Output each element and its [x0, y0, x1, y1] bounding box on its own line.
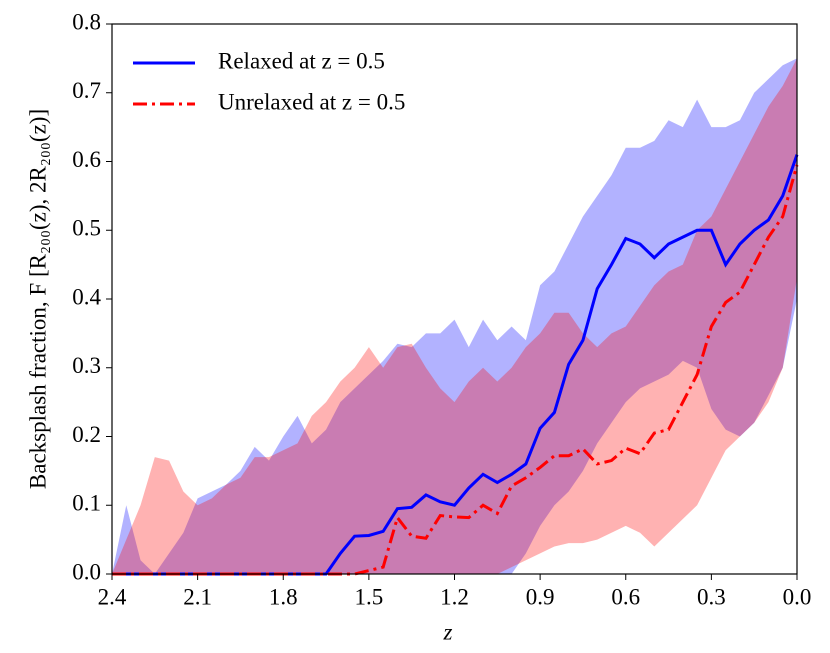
legend-label: Unrelaxed at z = 0.5: [218, 89, 405, 114]
x-tick-label: 0.6: [611, 584, 640, 609]
x-tick-label: 0.9: [526, 584, 555, 609]
y-axis-label: Backsplash fraction, F [R₂₀₀(z), 2R₂₀₀(z…: [25, 109, 50, 489]
x-tick-label: 0.0: [783, 584, 812, 609]
y-tick-label: 0.7: [72, 78, 101, 103]
x-tick-label: 1.8: [269, 584, 298, 609]
x-tick-label: 2.4: [98, 584, 127, 609]
y-tick-label: 0.4: [72, 284, 101, 309]
y-tick-label: 0.6: [72, 147, 101, 172]
y-tick-label: 0.5: [72, 216, 101, 241]
band: [112, 58, 797, 574]
band: [112, 58, 797, 574]
x-tick-label: 1.5: [355, 584, 384, 609]
y-tick-label: 0.0: [72, 559, 101, 584]
x-tick-label: 0.3: [697, 584, 726, 609]
y-tick-label: 0.2: [72, 422, 101, 447]
x-tick-label: 2.1: [183, 584, 212, 609]
y-tick-label: 0.3: [72, 353, 101, 378]
legend-label: Relaxed at z = 0.5: [218, 48, 385, 73]
y-tick-label: 0.1: [72, 491, 101, 516]
x-tick-label: 1.2: [440, 584, 469, 609]
y-tick-label: 0.8: [72, 9, 101, 34]
x-axis-label: z: [443, 619, 453, 644]
